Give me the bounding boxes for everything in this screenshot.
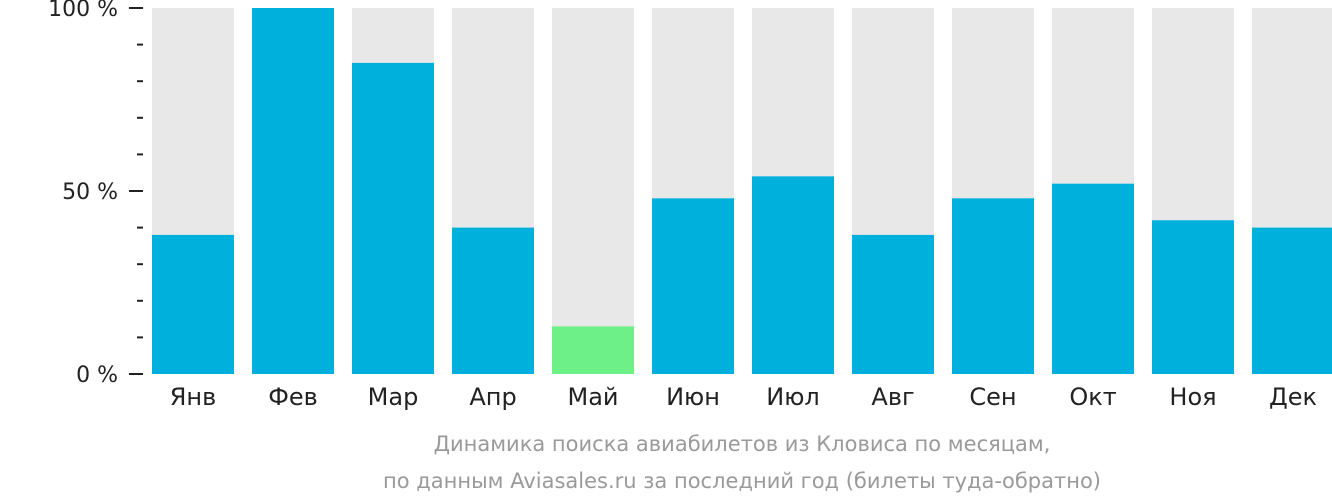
x-tick-label: Сен bbox=[969, 383, 1016, 411]
caption-line-1: Динамика поиска авиабилетов из Кловиса п… bbox=[434, 432, 1051, 456]
x-tick-label: Апр bbox=[469, 383, 516, 411]
caption-line-2: по данным Aviasales.ru за последний год … bbox=[383, 469, 1101, 493]
x-tick-label: Июн bbox=[666, 383, 720, 411]
bar bbox=[552, 326, 634, 374]
x-tick-label: Июл bbox=[766, 383, 820, 411]
bar-track bbox=[552, 8, 634, 374]
bar bbox=[1052, 183, 1134, 374]
bar bbox=[652, 198, 734, 374]
bars bbox=[152, 8, 1332, 375]
bar bbox=[352, 62, 434, 375]
x-tick-label: Май bbox=[567, 383, 618, 411]
x-tick-label: Дек bbox=[1269, 383, 1317, 411]
bar bbox=[252, 8, 334, 374]
x-tick-label: Авг bbox=[871, 383, 914, 411]
bar bbox=[1152, 220, 1234, 374]
bar bbox=[752, 176, 834, 374]
y-axis: 0 % 50 % 100 % bbox=[48, 0, 143, 388]
x-tick-label: Ноя bbox=[1169, 383, 1216, 411]
x-tick-label: Фев bbox=[268, 383, 318, 411]
x-tick-label: Окт bbox=[1069, 383, 1116, 411]
x-tick-label: Янв bbox=[170, 383, 217, 411]
y-tick-label: 50 % bbox=[62, 180, 118, 205]
bar bbox=[152, 234, 234, 374]
bar bbox=[1252, 227, 1332, 374]
x-tick-label: Мар bbox=[368, 383, 419, 411]
x-axis-labels: Янв Фев Мар Апр Май Июн Июл Авг Сен Окт Ноя Дек bbox=[170, 383, 1317, 411]
bar bbox=[952, 198, 1034, 374]
y-tick-label: 0 % bbox=[76, 363, 118, 388]
y-tick-label: 100 % bbox=[48, 0, 118, 22]
chart-caption: Динамика поиска авиабилетов из Кловиса п… bbox=[383, 432, 1101, 493]
bar bbox=[852, 234, 934, 374]
bar bbox=[452, 227, 534, 374]
